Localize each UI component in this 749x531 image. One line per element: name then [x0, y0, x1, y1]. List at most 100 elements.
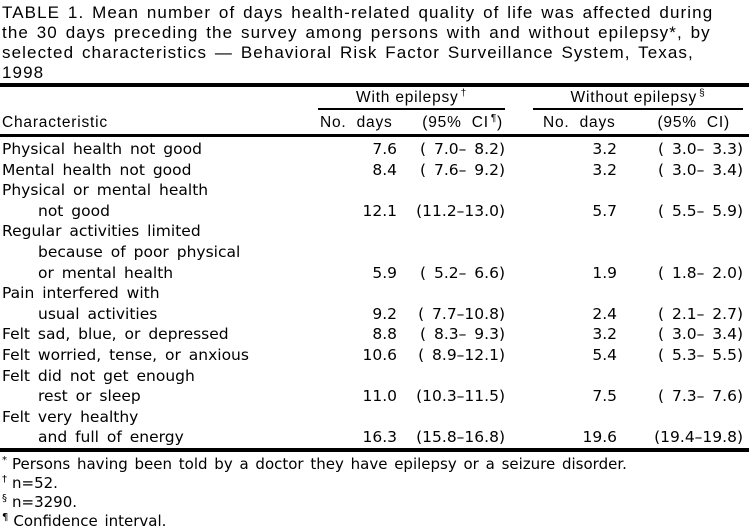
ci-header-close: ) [497, 114, 503, 131]
ci-column-header: (95% CI ¶) [422, 112, 503, 132]
table-row: Mental health not good 8.4 ( 7.6– 9.2) 3… [0, 160, 749, 181]
ci-with-value: ( 8.9–12.1) [418, 345, 505, 364]
table-title: TABLE 1. Mean number of days health-rela… [0, 0, 749, 83]
ci-column-header: (95% CI) [657, 114, 730, 131]
ci-with-value: ( 7.6– 9.2) [420, 160, 505, 179]
with-epilepsy-label: With epilepsy [356, 89, 459, 106]
section-footnote-marker: § [2, 492, 7, 504]
footnote-dagger: † n=52. [2, 474, 749, 493]
table-title-line: selected characteristics — Behavioral Ri… [2, 43, 694, 62]
row-label: not good [38, 201, 110, 220]
table-row: Physical or mental health [0, 180, 749, 201]
with-epilepsy-group-header: With epilepsy † [318, 87, 505, 110]
footnote-text: Persons having been told by a doctor the… [12, 454, 627, 473]
days-without-value: 3.2 [592, 160, 617, 179]
column-header-row: Characteristic No. days (95% CI ¶) No. da… [0, 110, 749, 134]
row-label: Felt did not get enough [2, 366, 195, 385]
ci-without-value: ( 2.1– 2.7) [658, 304, 743, 323]
table-row: Regular activities limited [0, 221, 749, 242]
table-row: Felt very healthy [0, 407, 749, 428]
without-epilepsy-group-header: Without epilepsy § [533, 87, 743, 110]
row-label: or mental health [38, 263, 174, 282]
days-with-value: 12.1 [362, 201, 397, 220]
table-body: Physical health not good 7.6 ( 7.0– 8.2)… [0, 137, 749, 448]
days-without-value: 5.4 [592, 345, 617, 364]
table-row: Felt did not get enough [0, 366, 749, 387]
footnote-pilcrow: ¶ Confidence interval. [2, 512, 749, 531]
row-label: because of poor physical [38, 242, 241, 261]
days-without-value: 19.6 [582, 428, 617, 447]
section-footnote-marker: § [699, 87, 706, 99]
footnote-text: n=52. [12, 473, 58, 492]
ci-without-value: (19.4–19.8) [654, 428, 743, 447]
table-title-line: the 30 days preceding the survey among p… [2, 23, 711, 42]
ci-with-value: ( 7.7–10.8) [418, 304, 505, 323]
footnote-text: n=3290. [12, 492, 78, 511]
days-with-value: 8.8 [372, 325, 397, 344]
days-without-value: 3.2 [592, 140, 617, 158]
ci-with-value: ( 8.3– 9.3) [420, 325, 505, 344]
without-epilepsy-label: Without epilepsy [570, 89, 698, 106]
ci-with-value: (15.8–16.8) [416, 428, 505, 447]
row-label: Felt worried, tense, or anxious [2, 345, 249, 364]
row-label: Pain interfered with [2, 284, 160, 303]
footnote-text: Confidence interval. [13, 511, 167, 530]
days-without-value: 1.9 [592, 263, 617, 282]
days-without-value: 7.5 [592, 387, 617, 406]
table-title-line: TABLE 1. Mean number of days health-rela… [2, 3, 714, 22]
days-with-value: 5.9 [372, 263, 397, 282]
row-label: Regular activities limited [2, 222, 201, 241]
days-with-value: 7.6 [372, 140, 397, 158]
dagger-footnote-marker: † [460, 87, 467, 99]
ci-with-value: (11.2–13.0) [416, 201, 505, 220]
days-without-value: 2.4 [592, 304, 617, 323]
asterisk-footnote-marker: * [2, 454, 7, 466]
row-label: and full of energy [38, 428, 184, 447]
row-label: Physical health not good [2, 140, 202, 158]
table-row: Pain interfered with [0, 283, 749, 304]
table-row: Physical health not good 7.6 ( 7.0– 8.2)… [0, 139, 749, 160]
pilcrow-footnote-marker: ¶ [490, 112, 498, 124]
bottom-rule [0, 447, 749, 452]
ci-without-value: ( 5.5– 5.9) [658, 201, 743, 220]
footnotes: * Persons having been told by a doctor th… [0, 452, 749, 531]
days-with-value: 16.3 [362, 428, 397, 447]
table-row: usual activities 9.2 ( 7.7–10.8) 2.4 ( 2… [0, 304, 749, 325]
table-row: Felt sad, blue, or depressed 8.8 ( 8.3– … [0, 324, 749, 345]
table-row: or mental health 5.9 ( 5.2– 6.6) 1.9 ( 1… [0, 263, 749, 284]
table-row: rest or sleep 11.0 (10.3–11.5) 7.5 ( 7.3… [0, 386, 749, 407]
table-title-line: 1998 [2, 63, 45, 82]
row-label: Physical or mental health [2, 181, 209, 200]
characteristic-column-header: Characteristic [2, 114, 108, 131]
days-without-value: 5.7 [592, 201, 617, 220]
row-label: rest or sleep [38, 387, 141, 406]
header-rule [0, 134, 749, 137]
ci-without-value: ( 1.8– 2.0) [658, 263, 743, 282]
row-label: usual activities [38, 304, 158, 323]
days-with-value: 9.2 [372, 304, 397, 323]
column-group-header-row: With epilepsy † Without epilepsy § [0, 87, 749, 110]
top-rule [0, 83, 749, 87]
ci-with-value: ( 7.0– 8.2) [420, 140, 505, 158]
table-row: not good 12.1 (11.2–13.0) 5.7 ( 5.5– 5.9… [0, 201, 749, 222]
no-days-column-header: No. days [543, 114, 616, 131]
ci-without-value: ( 3.0– 3.4) [658, 160, 743, 179]
ci-with-value: (10.3–11.5) [416, 387, 505, 406]
days-with-value: 10.6 [362, 345, 397, 364]
row-label: Felt sad, blue, or depressed [2, 325, 229, 344]
row-label: Mental health not good [2, 160, 192, 179]
ci-with-value: ( 5.2– 6.6) [420, 263, 505, 282]
ci-without-value: ( 7.3– 7.6) [658, 387, 743, 406]
no-days-column-header: No. days [320, 114, 393, 131]
dagger-footnote-marker: † [2, 473, 7, 485]
ci-without-value: ( 3.0– 3.4) [658, 325, 743, 344]
ci-header-text: (95% CI [422, 114, 489, 131]
with-epilepsy-subheaders: No. days (95% CI ¶) [300, 112, 505, 132]
days-with-value: 11.0 [362, 387, 397, 406]
footnote-section: § n=3290. [2, 493, 749, 512]
row-label: Felt very healthy [2, 407, 139, 426]
days-without-value: 3.2 [592, 325, 617, 344]
ci-without-value: ( 3.0– 3.3) [658, 140, 743, 158]
footnote-asterisk: * Persons having been told by a doctor th… [2, 455, 749, 474]
